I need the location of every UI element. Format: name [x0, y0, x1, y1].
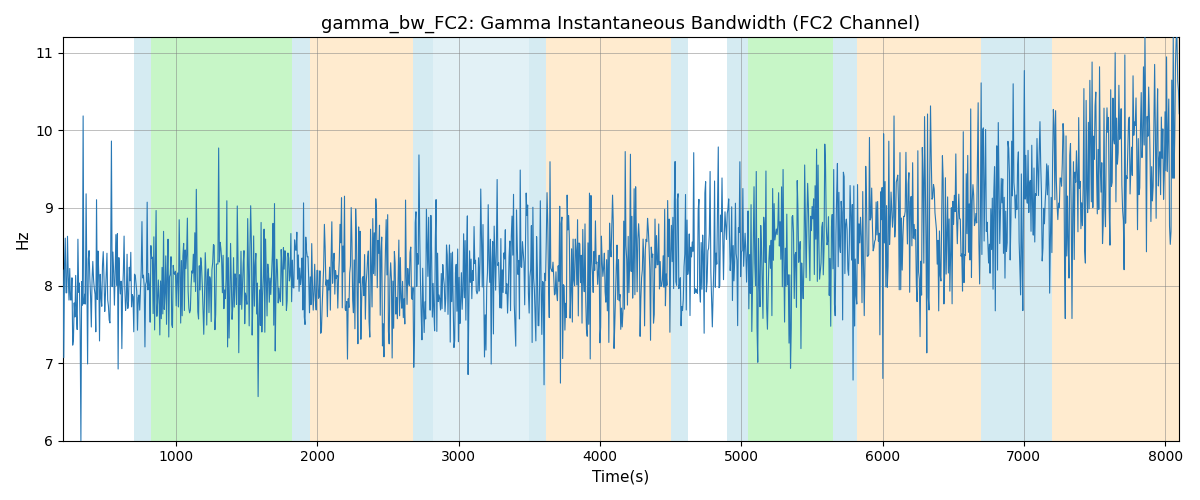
Bar [727, 38, 749, 440]
Bar [546, 38, 671, 440]
Bar [671, 38, 688, 440]
Bar [529, 38, 546, 440]
Bar [833, 38, 857, 440]
Title: gamma_bw_FC2: Gamma Instantaneous Bandwidth (FC2 Channel): gamma_bw_FC2: Gamma Instantaneous Bandwi… [322, 15, 920, 34]
Bar [151, 38, 292, 440]
Bar [414, 38, 433, 440]
Y-axis label: Hz: Hz [16, 230, 30, 249]
Bar [982, 38, 1052, 440]
Bar [433, 38, 529, 440]
Bar [292, 38, 311, 440]
Bar [857, 38, 982, 440]
X-axis label: Time(s): Time(s) [593, 470, 649, 485]
Bar [311, 38, 414, 440]
Bar [749, 38, 833, 440]
Bar [1052, 38, 1180, 440]
Bar [133, 38, 151, 440]
